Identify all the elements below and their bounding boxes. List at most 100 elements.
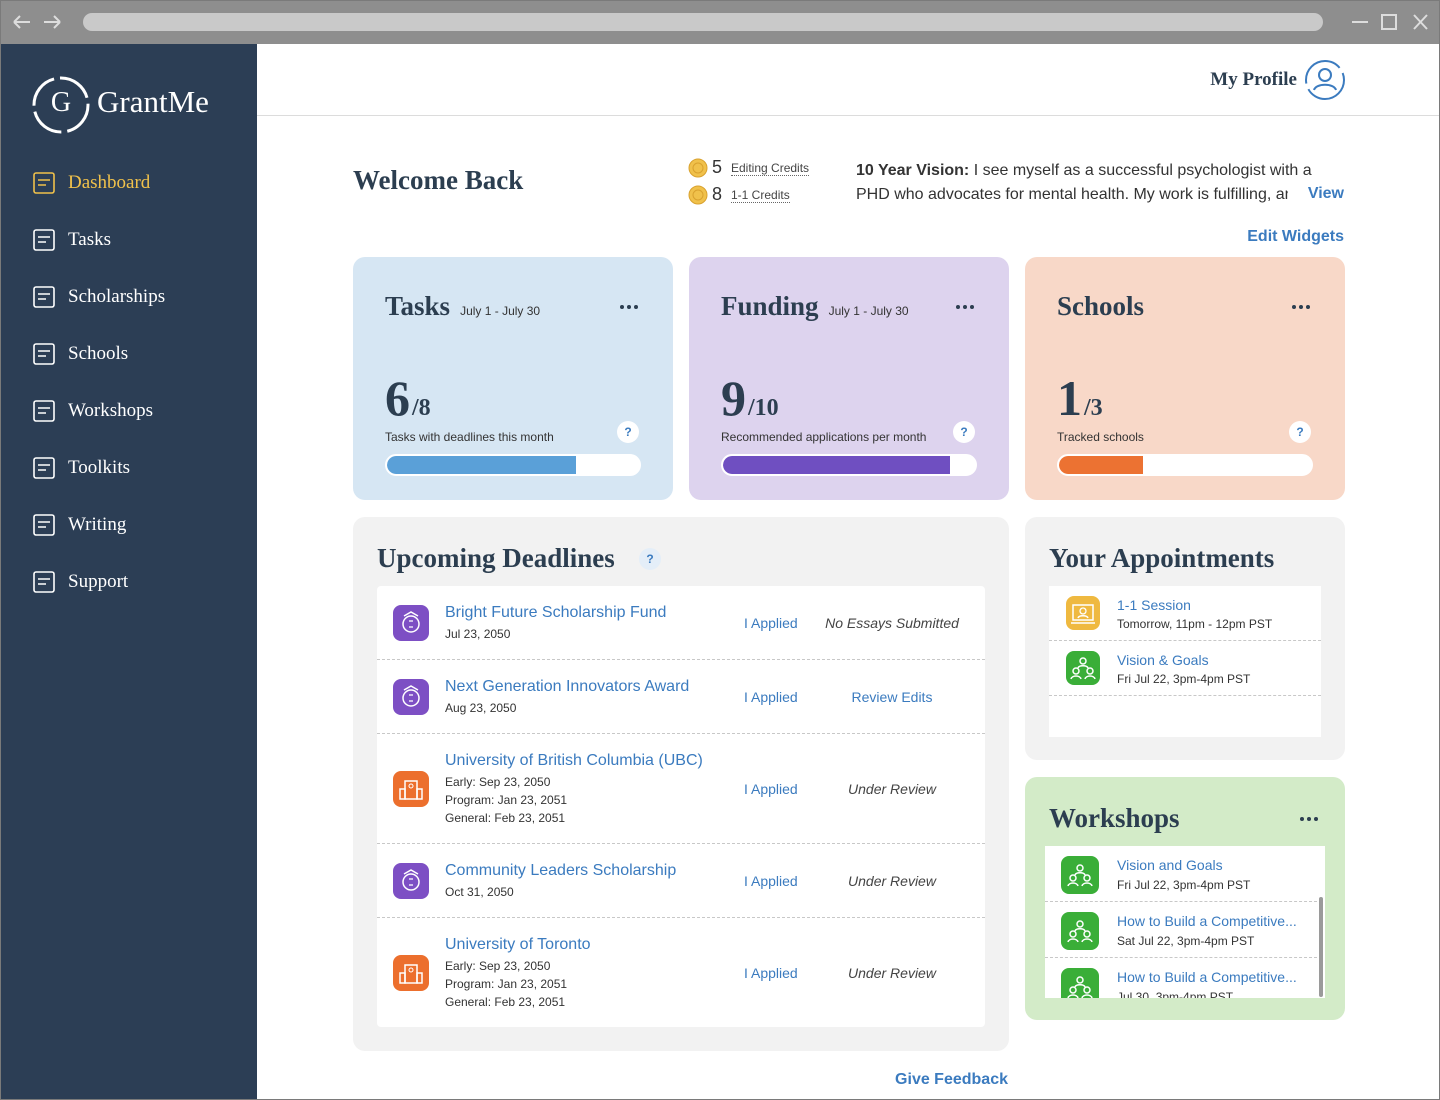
workshop-time: Sat Jul 22, 3pm-4pm PST — [1117, 934, 1255, 948]
profile-icon[interactable] — [1304, 59, 1346, 101]
nav-icon — [33, 172, 55, 194]
workshop-icon — [1061, 856, 1099, 894]
progress-track — [721, 454, 977, 476]
profile-link[interactable]: My Profile — [1210, 69, 1297, 90]
deadline-row: Community Leaders Scholarship Oct 31, 205… — [377, 844, 985, 918]
deadline-name[interactable]: Next Generation Innovators Award — [445, 678, 690, 695]
widget-count: 9/10 — [721, 369, 779, 427]
nav-item[interactable]: Toolkits — [32, 453, 130, 483]
deadline-date: Program: Jan 23, 2051 — [445, 793, 568, 807]
widget-total: /3 — [1084, 395, 1103, 421]
help-icon[interactable]: ? — [1289, 421, 1311, 443]
nav-label: Dashboard — [68, 172, 151, 193]
deadline-icon — [393, 679, 429, 715]
deadline-date: General: Feb 23, 2051 — [445, 811, 566, 825]
widget-value: 1 — [1057, 370, 1082, 426]
menu-dots[interactable] — [1299, 815, 1319, 823]
widget-count: 1/3 — [1057, 369, 1103, 427]
deadline-row: Next Generation Innovators Award Aug 23, … — [377, 660, 985, 734]
icon-glyph — [1067, 864, 1093, 887]
deadline-status[interactable]: I Applied — [744, 965, 798, 981]
header-divider — [257, 115, 1440, 116]
address-bar[interactable] — [83, 13, 1323, 31]
deadline-note[interactable]: Review Edits — [851, 689, 933, 705]
deadlines-title: Upcoming Deadlines — [377, 543, 615, 573]
workshop-name[interactable]: How to Build a Competitive... — [1117, 969, 1297, 985]
appointments-panel: Your Appointments 1-1 Session Tomorrow, 1… — [1025, 517, 1345, 760]
widget-title: Funding July 1 - July 30 — [721, 291, 909, 322]
appointment-icon — [1066, 596, 1100, 630]
deadline-row: Bright Future Scholarship Fund Jul 23, 20… — [377, 586, 985, 660]
widget-caption: Tracked schools — [1057, 430, 1144, 444]
workshop-icon — [1061, 912, 1099, 950]
icon-glyph — [402, 611, 420, 633]
workshop-name[interactable]: How to Build a Competitive... — [1117, 913, 1297, 929]
nav-item[interactable]: Dashboard — [32, 168, 150, 198]
appointments-title: Your Appointments — [1049, 543, 1275, 573]
nav-label: Writing — [68, 514, 127, 535]
nav-icon — [33, 229, 55, 251]
workshop-icon — [1061, 968, 1099, 998]
deadline-name[interactable]: University of British Columbia (UBC) — [445, 752, 703, 769]
widget-title: Schools — [1057, 291, 1144, 322]
vision-label: 10 Year Vision: — [856, 162, 970, 179]
widget-caption: Recommended applications per month — [721, 430, 927, 444]
deadline-status[interactable]: I Applied — [744, 689, 798, 705]
icon-glyph — [1067, 976, 1093, 998]
help-icon[interactable]: ? — [953, 421, 975, 443]
scrollbar[interactable] — [1319, 897, 1323, 997]
widget-caption: Tasks with deadlines this month — [385, 430, 554, 444]
appointment-name[interactable]: 1-1 Session — [1117, 597, 1191, 613]
credit-label[interactable]: 1-1 Credits — [731, 188, 790, 203]
nav-item[interactable]: Writing — [32, 510, 126, 540]
widget-total: /8 — [412, 395, 431, 421]
nav-item[interactable]: Scholarships — [32, 282, 165, 312]
logo-ring — [32, 76, 90, 134]
deadline-row: University of Toronto Early: Sep 23, 2050… — [377, 918, 985, 1028]
credit-count: 8 — [712, 184, 723, 204]
deadline-note: Under Review — [848, 781, 936, 797]
edit-widgets[interactable]: Edit Widgets — [1247, 228, 1344, 245]
nav-label: Tasks — [68, 229, 112, 250]
icon-glyph — [399, 964, 423, 984]
help-icon[interactable]: ? — [617, 421, 639, 443]
workshops-panel: Workshops Vision and Goals Fri Jul 22, 3p… — [1025, 777, 1345, 1020]
deadline-name[interactable]: University of Toronto — [445, 936, 591, 953]
deadline-date: Early: Sep 23, 2050 — [445, 775, 551, 789]
workshop-row: How to Build a Competitive... Sat Jul 22,… — [1045, 902, 1317, 958]
deadline-status[interactable]: I Applied — [744, 615, 798, 631]
nav-item[interactable]: Tasks — [32, 225, 111, 255]
nav-item[interactable]: Schools — [32, 339, 128, 369]
deadline-name[interactable]: Community Leaders Scholarship — [445, 862, 677, 879]
progress-track — [385, 454, 641, 476]
nav-arrows[interactable] — [12, 12, 62, 32]
widget-range: July 1 - July 30 — [828, 304, 909, 318]
vision-view[interactable]: View — [1287, 185, 1344, 203]
workshop-name[interactable]: Vision and Goals — [1117, 857, 1223, 873]
appointments-list: 1-1 Session Tomorrow, 11pm - 12pm PST Visi… — [1049, 586, 1321, 737]
widget-card: Tasks July 1 - July 30 6/8 Tasks with deadl… — [353, 257, 673, 500]
deadline-date: Oct 31, 2050 — [445, 885, 514, 899]
appointment-name[interactable]: Vision & Goals — [1117, 652, 1209, 668]
workshop-time: Fri Jul 22, 3pm-4pm PST — [1117, 878, 1251, 892]
workshops-list: Vision and Goals Fri Jul 22, 3pm-4pm PST H… — [1045, 846, 1325, 998]
nav-icon — [33, 457, 55, 479]
menu-dots — [620, 305, 638, 309]
widget-title: Tasks July 1 - July 30 — [385, 291, 540, 322]
window-controls[interactable] — [1350, 12, 1428, 32]
deadline-status[interactable]: I Applied — [744, 781, 798, 797]
deadline-status[interactable]: I Applied — [744, 873, 798, 889]
help-icon[interactable]: ? — [639, 548, 661, 570]
workshops-title: Workshops — [1049, 803, 1180, 833]
widget-name: Tasks — [385, 291, 451, 321]
deadline-name[interactable]: Bright Future Scholarship Fund — [445, 604, 667, 621]
nav-item[interactable]: Workshops — [32, 396, 153, 426]
icon-glyph — [399, 780, 423, 800]
deadline-row: University of British Columbia (UBC) Earl… — [377, 734, 985, 844]
deadlines-panel: Upcoming Deadlines ? Bright Future Schol… — [353, 517, 1009, 1051]
credit-label[interactable]: Editing Credits — [731, 161, 810, 176]
give-feedback[interactable]: Give Feedback — [895, 1071, 1008, 1088]
sidebar: G GrantMe Dashboard Tasks Scholarships Scho… — [0, 44, 257, 1100]
nav-item[interactable]: Support — [32, 567, 128, 597]
